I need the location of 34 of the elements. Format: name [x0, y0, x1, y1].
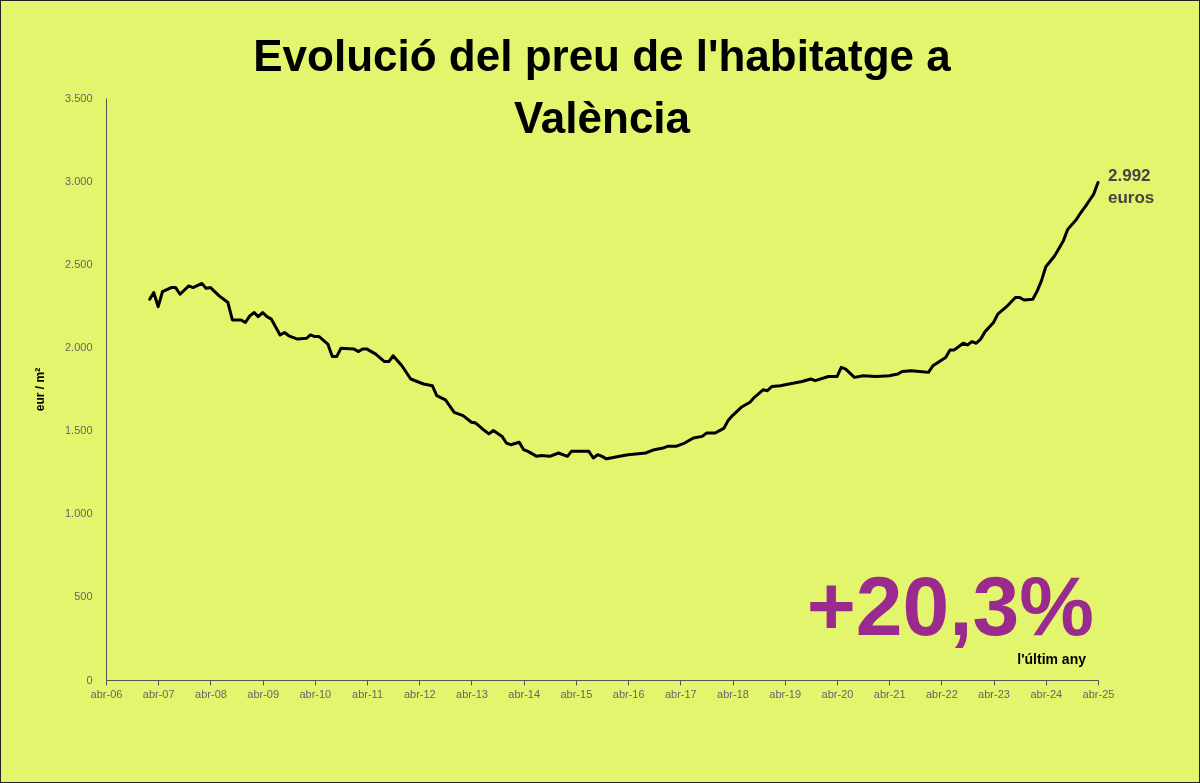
- chart-title: Evolució del preu de l'habitatge a València: [253, 31, 952, 142]
- y-tick-label: 2.000: [64, 340, 93, 353]
- y-tick-label: 3.500: [64, 91, 93, 104]
- y-tick-label: 1.000: [64, 507, 93, 520]
- y-tick-label: 2.500: [64, 257, 93, 270]
- x-tick-label: abr-18: [717, 687, 749, 700]
- x-tick-label: abr-10: [299, 687, 332, 700]
- y-tick-label: 3.000: [64, 174, 93, 187]
- x-tick-label: abr-14: [508, 687, 541, 700]
- y-tick-label: 1.500: [64, 424, 93, 437]
- x-tick-label: abr-13: [456, 687, 488, 700]
- annotation: 2.992 euros: [1108, 166, 1155, 208]
- x-tick-label: abr-11: [352, 687, 383, 700]
- x-tick-label: abr-24: [1030, 687, 1063, 700]
- y-tick-label: 0: [86, 673, 93, 686]
- x-tick-label: abr-19: [769, 687, 802, 700]
- x-tick-label: abr-08: [195, 687, 227, 700]
- x-tick-label: abr-20: [821, 687, 854, 700]
- y-tick-label: 500: [74, 590, 93, 603]
- y-axis-title: eur / m²: [32, 367, 47, 412]
- x-tick-label: abr-21: [873, 687, 906, 700]
- x-tick-label: abr-25: [1082, 687, 1115, 700]
- x-tick-label: abr-06: [90, 687, 123, 700]
- x-tick-label: abr-15: [560, 687, 593, 700]
- x-tick-label: abr-12: [403, 687, 436, 700]
- x-tick-label: abr-09: [247, 687, 280, 700]
- x-tick-label: abr-16: [612, 687, 645, 700]
- annotation: l'últim any: [1017, 651, 1087, 667]
- line-series: [148, 180, 1100, 461]
- x-tick-label: abr-22: [925, 687, 958, 700]
- x-tick-label: abr-07: [142, 687, 175, 700]
- annotation: +20,3%: [806, 559, 1094, 653]
- x-tick-label: abr-17: [664, 687, 697, 700]
- x-tick-label: abr-23: [978, 687, 1010, 700]
